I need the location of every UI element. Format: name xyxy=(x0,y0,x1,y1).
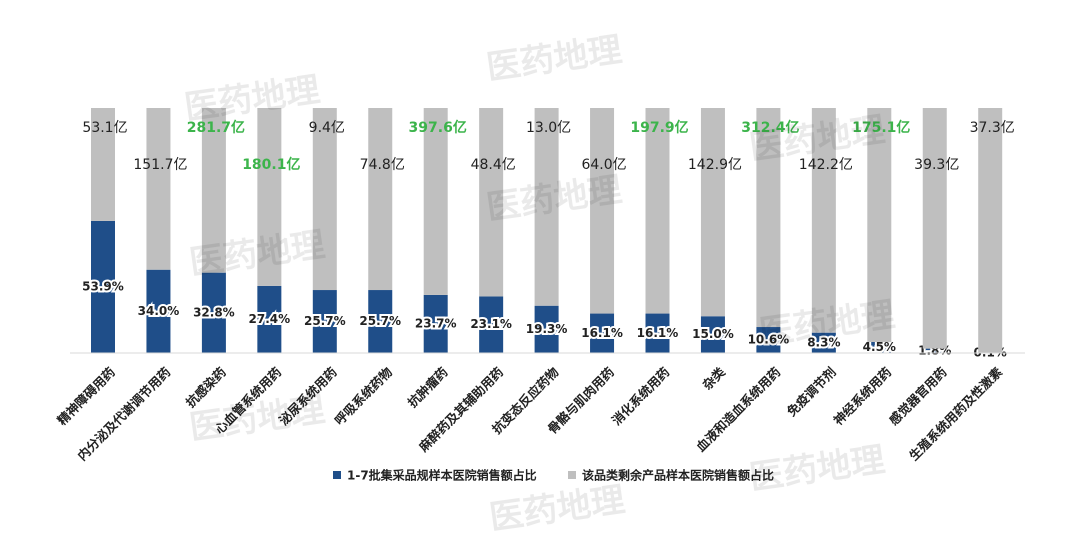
x-tick-label: 神经系统用药 xyxy=(831,364,895,428)
bar-segment xyxy=(91,108,115,221)
value-label: 27.4% xyxy=(249,312,291,326)
annotation: 142.9亿 xyxy=(688,157,742,173)
bar-segment xyxy=(423,294,448,353)
bar-segment xyxy=(534,108,559,306)
watermark: 医药地理 xyxy=(487,480,627,539)
annotation: 180.1亿 xyxy=(242,156,300,173)
bar-segment xyxy=(922,348,947,353)
value-label: 23.7% xyxy=(415,316,457,330)
annotation: 142.2亿 xyxy=(799,157,853,173)
annotation: 48.4亿 xyxy=(471,157,516,173)
value-label: 4.5% xyxy=(863,340,896,354)
bar-segment xyxy=(312,108,337,291)
bar-segment xyxy=(645,313,670,353)
x-tick-label: 抗肿瘤药 xyxy=(405,364,451,410)
annotation: 197.9亿 xyxy=(630,119,688,136)
bar-segment xyxy=(423,108,448,295)
bar-segment xyxy=(146,108,171,270)
value-label: 15.0% xyxy=(692,327,734,341)
bar-segment xyxy=(811,332,836,353)
bar-segment xyxy=(590,313,615,353)
x-tick-label: 免疫调节剂 xyxy=(784,364,839,419)
annotation: 64.0亿 xyxy=(581,157,626,173)
bar-segment xyxy=(368,290,393,353)
bar-segment xyxy=(756,108,781,328)
x-tick-label: 内分泌及代谢调节用药 xyxy=(74,364,173,463)
annotation: 175.1亿 xyxy=(852,119,910,136)
watermark: 医药地理 xyxy=(182,70,322,129)
bar-segment xyxy=(257,108,282,286)
bar-segment xyxy=(201,108,226,273)
annotation: 281.7亿 xyxy=(187,119,245,136)
value-label: 10.6% xyxy=(748,333,790,347)
legend-label: 1-7批集采品规样本医院销售额占比 xyxy=(347,468,537,483)
bar-segment xyxy=(479,108,504,297)
bar-segment xyxy=(312,290,337,353)
value-label: 16.1% xyxy=(581,326,623,340)
watermark: 医药地理 xyxy=(747,440,887,499)
bar-segment xyxy=(590,108,615,314)
bar-segment xyxy=(146,269,171,353)
bar-segment xyxy=(534,305,559,353)
bar-segment xyxy=(368,108,393,291)
annotation: 74.8亿 xyxy=(360,157,405,173)
bar-segment xyxy=(257,285,282,353)
value-label: 32.8% xyxy=(193,305,235,319)
value-label: 34.0% xyxy=(138,304,180,318)
bar-segment xyxy=(867,341,892,353)
bar-segment xyxy=(978,108,1003,353)
value-label: 8.3% xyxy=(807,335,840,349)
bar-segment xyxy=(91,220,115,353)
annotation: 53.1亿 xyxy=(82,120,127,136)
bar-segment xyxy=(201,272,226,353)
x-tick-label: 杂类 xyxy=(700,364,729,393)
legend-swatch xyxy=(333,471,341,479)
value-label: 25.7% xyxy=(304,314,346,328)
value-label: 53.9% xyxy=(82,279,124,293)
annotation: 39.3亿 xyxy=(914,157,959,173)
watermark: 医药地理 xyxy=(484,30,624,89)
bar-segment xyxy=(922,108,947,349)
x-tick-label: 生殖系统用药及性激素 xyxy=(906,364,1005,463)
value-label: 25.7% xyxy=(359,314,401,328)
value-label: 16.1% xyxy=(637,326,679,340)
bar-segment xyxy=(700,108,725,317)
x-tick-label: 呼吸系统药物 xyxy=(332,364,396,428)
annotation: 13.0亿 xyxy=(526,120,571,136)
annotation: 397.6亿 xyxy=(409,119,467,136)
annotation: 9.4亿 xyxy=(309,120,345,136)
value-label: 19.3% xyxy=(526,322,568,336)
watermark: 医药地理 xyxy=(187,390,327,449)
value-label: 23.1% xyxy=(470,317,512,331)
x-tick-label: 消化系统用药 xyxy=(609,364,673,428)
annotation: 151.7亿 xyxy=(133,157,187,173)
annotation: 37.3亿 xyxy=(970,120,1015,136)
bar-segment xyxy=(867,108,892,342)
bar-segment xyxy=(700,316,725,353)
annotation: 312.4亿 xyxy=(741,119,799,136)
bar-segment xyxy=(645,108,670,314)
bar-segment xyxy=(479,296,504,353)
bar-segment xyxy=(811,108,836,333)
legend-label: 该品类剩余产品样本医院销售额占比 xyxy=(582,468,774,483)
bar-segment xyxy=(756,327,781,353)
legend-swatch xyxy=(568,471,576,479)
